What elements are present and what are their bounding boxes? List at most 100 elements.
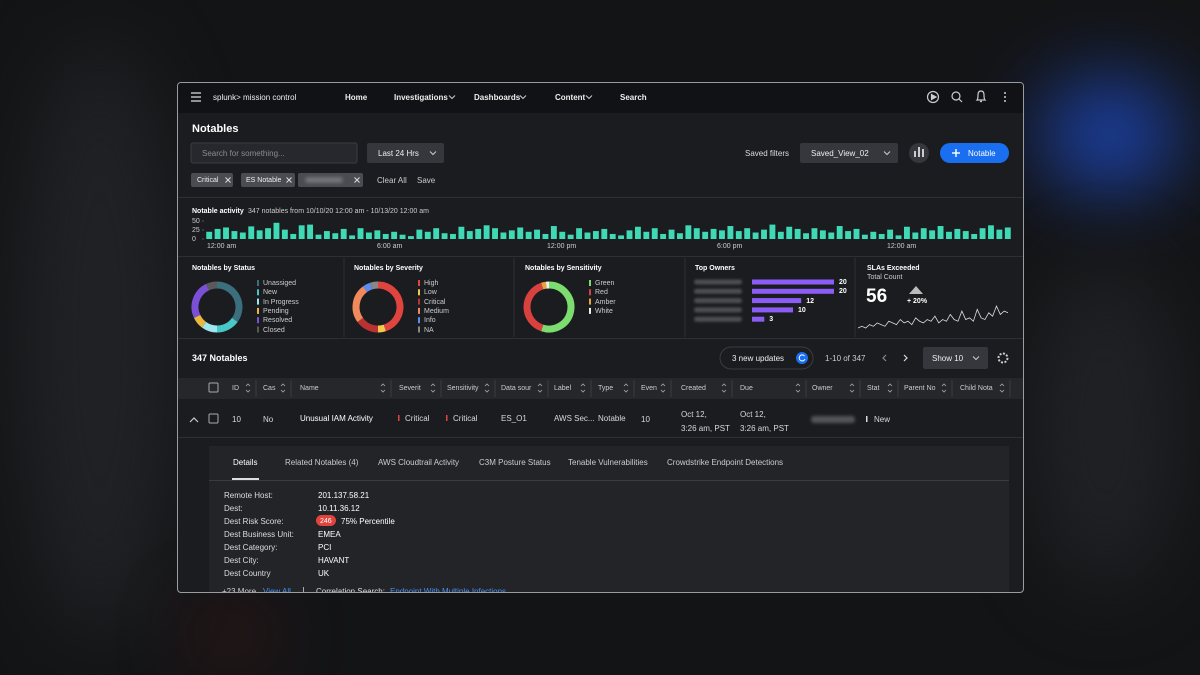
- value-label: 3: [769, 316, 774, 324]
- correlation-link[interactable]: Endpoint With Multiple Infections: [390, 587, 507, 593]
- bar: [727, 226, 734, 239]
- filter-chip[interactable]: [191, 173, 233, 187]
- tab[interactable]: Related Notables (4): [285, 458, 359, 467]
- y-tick-label: 50: [192, 218, 200, 225]
- column-header[interactable]: Label: [554, 385, 572, 392]
- bar: [920, 228, 927, 239]
- column-header[interactable]: Due: [740, 385, 753, 392]
- column-header[interactable]: Data sour: [501, 385, 532, 392]
- filter-chip[interactable]: [241, 173, 295, 187]
- bar: [643, 231, 650, 239]
- cell: 10: [232, 415, 241, 424]
- column-header[interactable]: Severit: [399, 385, 421, 392]
- bar: [332, 233, 339, 239]
- new-notable-button[interactable]: [940, 143, 1009, 163]
- page-size[interactable]: Show 10: [932, 354, 964, 363]
- settings-icon[interactable]: [997, 352, 1009, 364]
- tab[interactable]: Crowdstrike Endpoint Detections: [667, 458, 784, 467]
- column-header[interactable]: Created: [681, 385, 706, 392]
- bar: [752, 307, 793, 313]
- bar: [273, 222, 280, 239]
- legend-label: Low: [424, 289, 437, 297]
- tab[interactable]: Details: [233, 458, 258, 467]
- cell: 3:26 am, PST: [740, 424, 789, 433]
- search-input[interactable]: [190, 142, 358, 164]
- column-header[interactable]: ID: [232, 385, 239, 392]
- saved-view-dropdown[interactable]: [800, 143, 898, 163]
- bar: [786, 226, 793, 239]
- cell: Unusual IAM Activity: [300, 414, 373, 423]
- chart-subtitle: Total Count: [867, 274, 903, 281]
- checkbox[interactable]: [208, 413, 219, 424]
- donut-segment: [357, 317, 379, 333]
- prev-page[interactable]: [882, 354, 887, 362]
- chip-label[interactable]: ES Notable: [246, 177, 282, 184]
- bar: [660, 233, 667, 239]
- time-dropdown[interactable]: [367, 143, 444, 163]
- bar: [466, 231, 473, 239]
- search-icon[interactable]: [951, 91, 961, 101]
- legend-label: Red: [595, 289, 608, 297]
- tab[interactable]: AWS Cloudtrail Activity: [378, 458, 460, 467]
- sort-icon: [580, 383, 586, 393]
- nav-item[interactable]: Investigations: [394, 93, 448, 102]
- legend-swatch: [418, 280, 420, 286]
- column-header[interactable]: Name: [300, 385, 319, 392]
- clear-all[interactable]: Clear All: [377, 176, 407, 185]
- bar: [803, 233, 809, 239]
- checkbox[interactable]: [208, 382, 219, 393]
- tab[interactable]: C3M Posture Status: [479, 458, 551, 467]
- updates-label[interactable]: 3 new updates: [732, 354, 785, 363]
- nav-item[interactable]: Search: [620, 93, 647, 102]
- bar: [861, 234, 868, 239]
- bar: [954, 228, 961, 239]
- more-icon[interactable]: [1004, 92, 1006, 102]
- tab[interactable]: Tenable Vulnerabilities: [568, 458, 648, 467]
- bar: [668, 229, 675, 239]
- y-tick-label: 0: [192, 236, 196, 243]
- bar: [256, 230, 263, 239]
- column-header[interactable]: Type: [598, 385, 614, 392]
- next-page[interactable]: [903, 354, 908, 362]
- view-all-link[interactable]: View All: [263, 587, 291, 593]
- bell-icon[interactable]: [975, 90, 987, 103]
- risk-badge: [316, 515, 336, 526]
- column-header[interactable]: Sensitivity: [447, 385, 479, 392]
- page-size-dropdown[interactable]: [923, 347, 988, 369]
- menu-icon[interactable]: [191, 92, 201, 102]
- bar: [929, 230, 936, 239]
- column-header[interactable]: Child Nota: [960, 385, 993, 392]
- bar: [971, 233, 978, 239]
- save[interactable]: Save: [417, 176, 436, 185]
- bar: [214, 228, 221, 239]
- sort-icon: [380, 383, 386, 393]
- bar: [794, 228, 801, 239]
- updates-pill[interactable]: [719, 346, 814, 370]
- new-notable-label[interactable]: Notable: [968, 149, 996, 158]
- chip-label[interactable]: Critical: [197, 177, 219, 184]
- name-blur: [694, 316, 742, 322]
- column-header[interactable]: Parent No: [904, 385, 936, 392]
- bar: [887, 229, 894, 239]
- bar: [828, 232, 835, 239]
- column-header[interactable]: Even: [641, 385, 657, 392]
- donut-segment: [523, 282, 544, 332]
- bar: [416, 229, 423, 239]
- column-header[interactable]: Cas: [263, 385, 276, 392]
- column-header[interactable]: Owner: [812, 385, 833, 392]
- play-icon[interactable]: [926, 90, 940, 104]
- nav-item[interactable]: Home: [345, 93, 368, 102]
- chip-remove: [354, 177, 360, 183]
- column-header[interactable]: Stat: [867, 385, 880, 392]
- legend-swatch: [257, 326, 259, 333]
- nav-item[interactable]: Dashboards: [474, 93, 521, 102]
- bar: [206, 231, 213, 239]
- nav-item[interactable]: Content: [555, 93, 586, 102]
- bar: [845, 231, 852, 239]
- collapse-row[interactable]: [189, 417, 199, 423]
- sort-icon: [430, 383, 436, 393]
- x-tick-label: 12:00 am: [207, 243, 237, 250]
- sort-icon: [887, 383, 893, 393]
- bar: [601, 228, 608, 239]
